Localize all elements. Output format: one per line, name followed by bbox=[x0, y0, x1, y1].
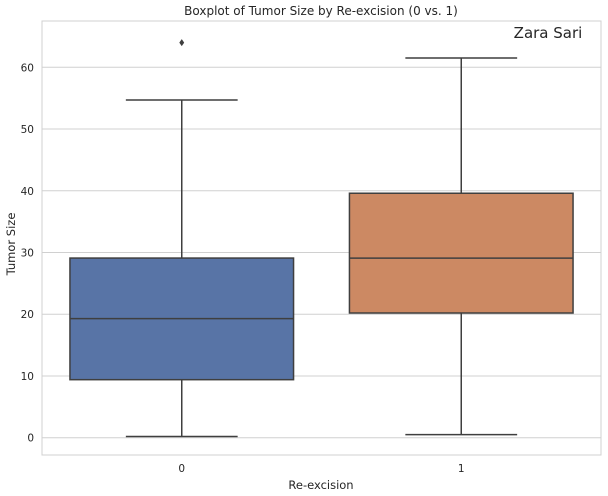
y-ticks: 0 10 20 30 40 50 60 bbox=[21, 62, 34, 444]
x-tick-label: 1 bbox=[458, 463, 465, 475]
y-tick-label: 30 bbox=[21, 248, 34, 260]
y-axis-label: Tumor Size bbox=[4, 213, 18, 277]
box-group bbox=[69, 39, 295, 438]
chart-title: Boxplot of Tumor Size by Re-excision (0 … bbox=[184, 4, 458, 18]
x-axis-label: Re-excision bbox=[288, 478, 353, 492]
y-tick-label: 10 bbox=[21, 371, 34, 383]
y-tick-label: 0 bbox=[27, 433, 34, 445]
y-tick-label: 40 bbox=[21, 186, 34, 198]
y-tick-label: 60 bbox=[21, 62, 34, 74]
y-tick-label: 20 bbox=[21, 309, 34, 321]
x-tick-label: 0 bbox=[178, 463, 185, 475]
box-group bbox=[348, 57, 574, 436]
annotation-text: Zara Sari bbox=[514, 24, 583, 42]
box bbox=[348, 192, 574, 314]
plot-frame bbox=[41, 20, 602, 456]
y-tick-label: 50 bbox=[21, 124, 34, 136]
outlier-point bbox=[179, 39, 185, 47]
boxes bbox=[69, 39, 574, 438]
